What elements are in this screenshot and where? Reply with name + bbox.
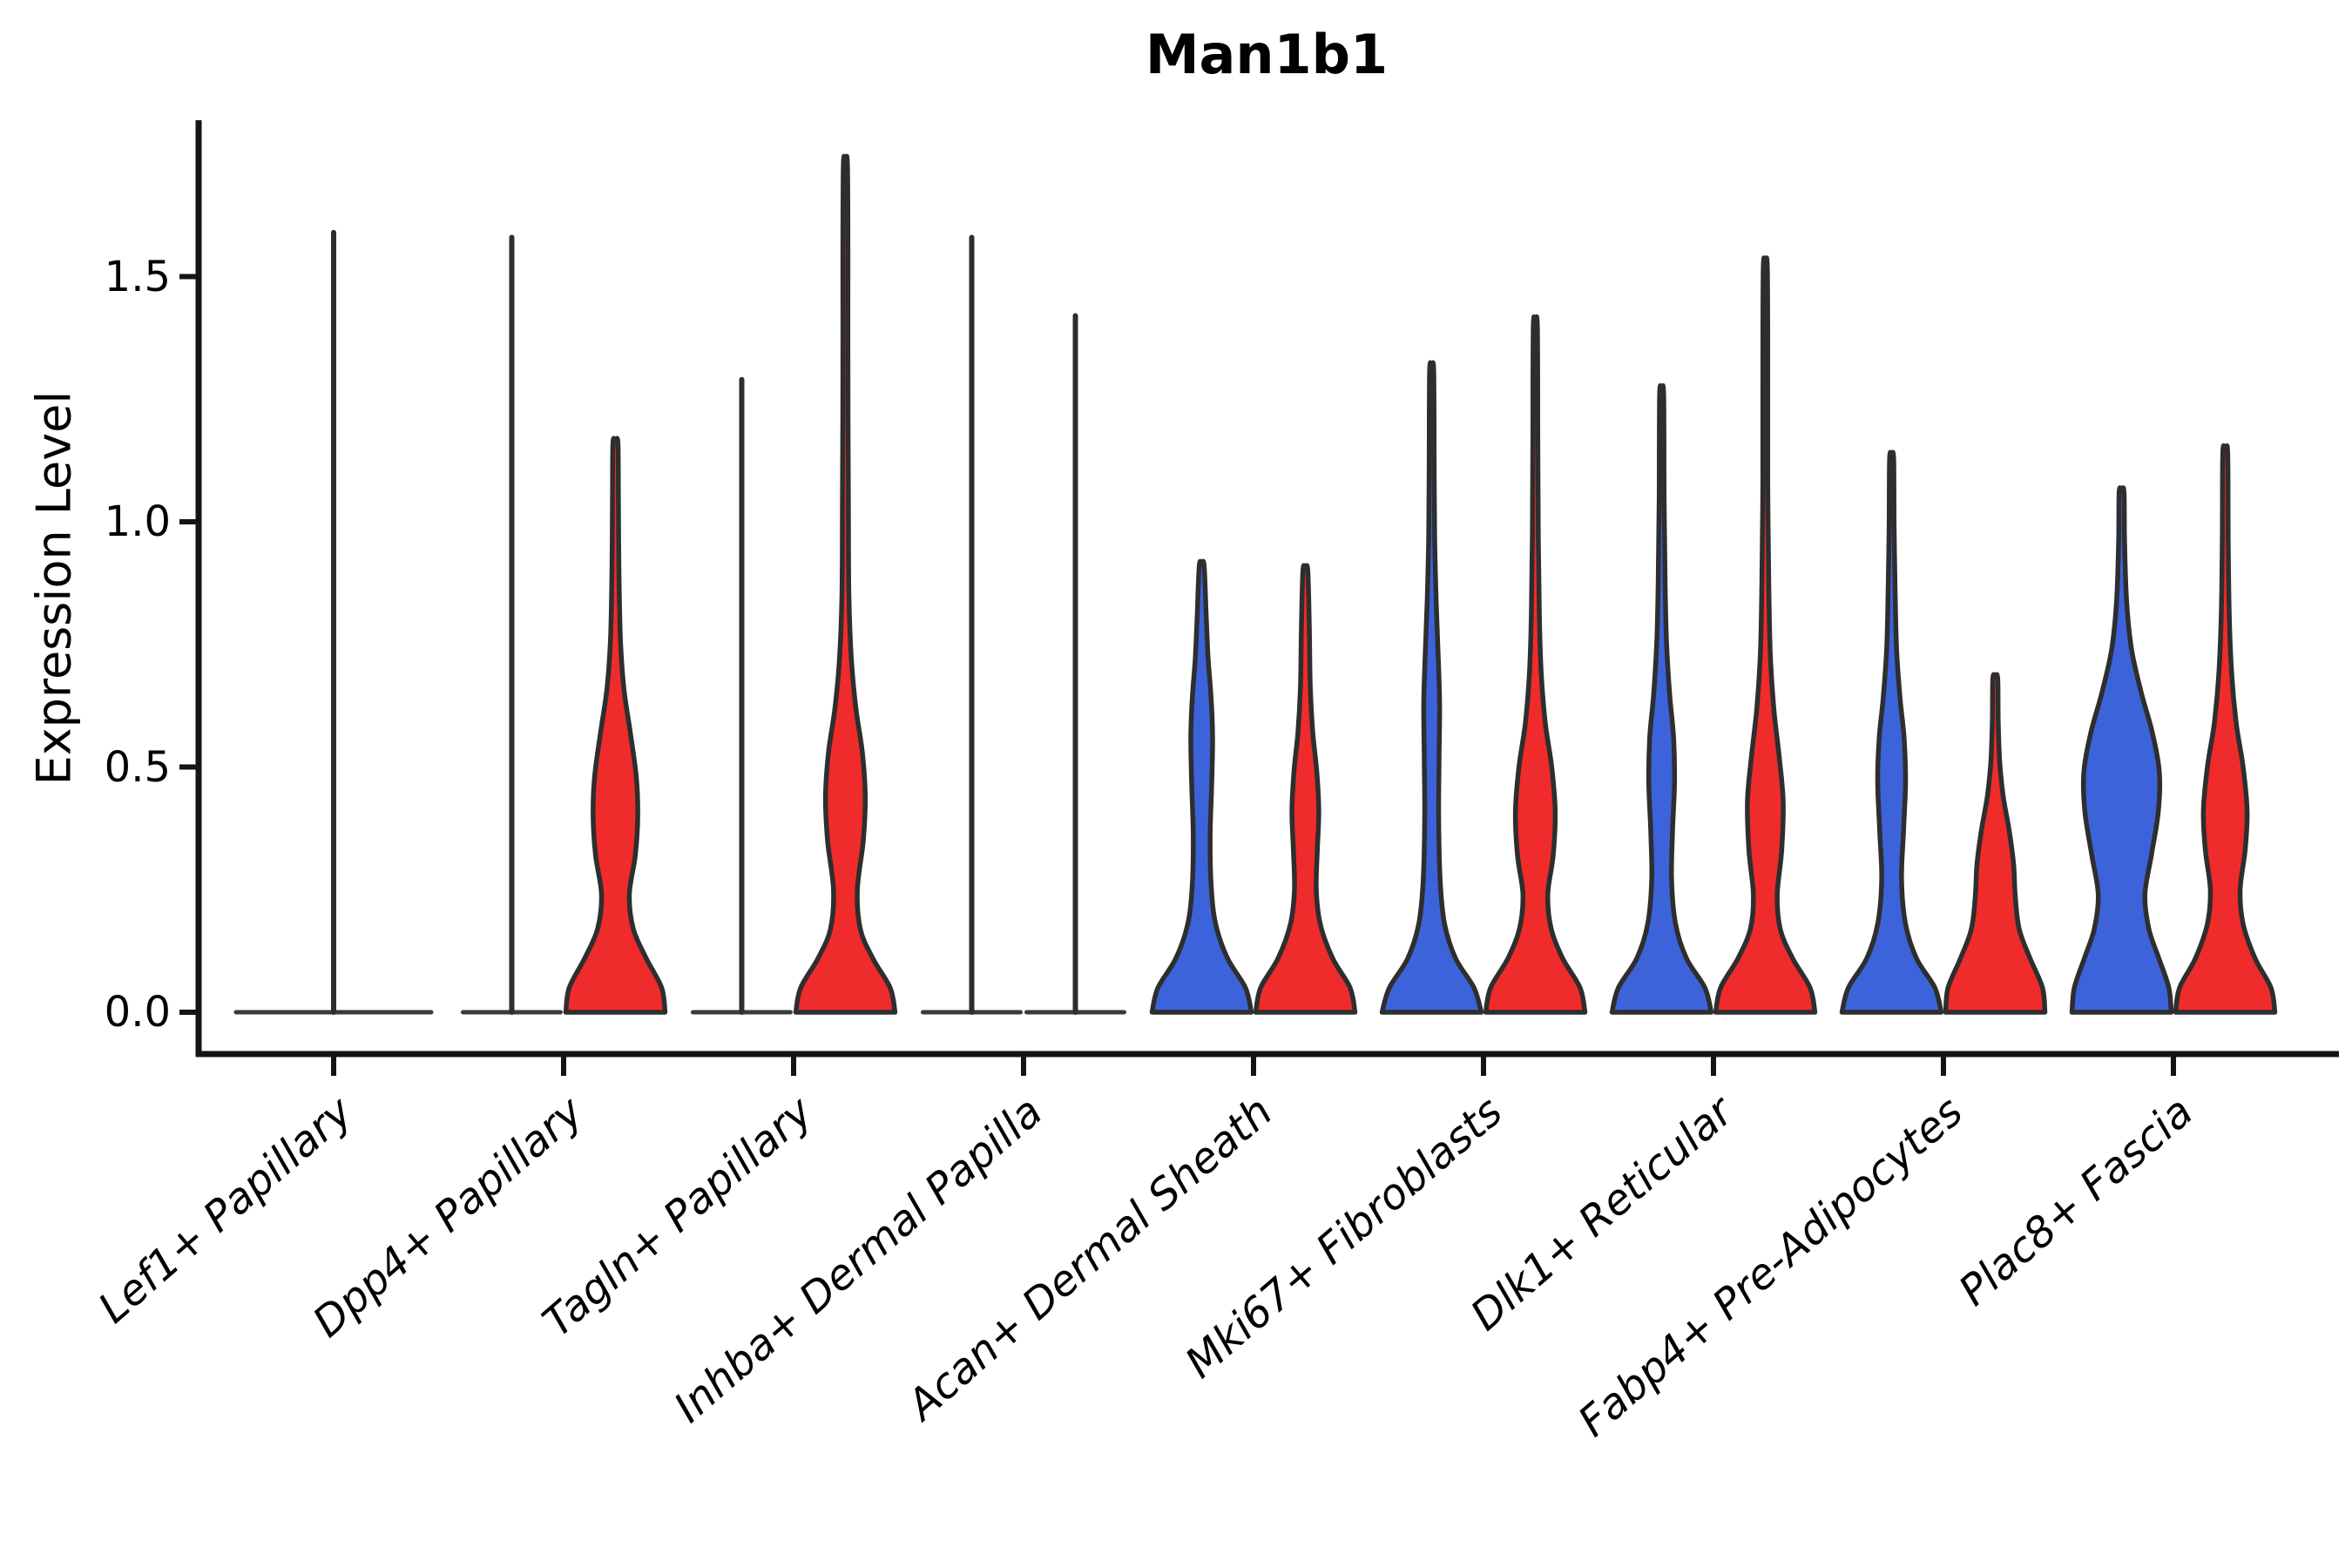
violin-red: [1943, 672, 2048, 1015]
violin-red: [2173, 443, 2278, 1015]
chart-title: Man1b1: [1145, 23, 1389, 86]
violin-red: [1713, 255, 1818, 1015]
violin-blue: [1379, 360, 1484, 1015]
violin-red: [793, 153, 898, 1015]
y-axis-label: Expression Level: [26, 390, 82, 786]
violin-red: [1483, 314, 1588, 1015]
y-tick-label: 0.5: [104, 742, 171, 792]
violin-blue: [1149, 558, 1254, 1015]
y-tick-label: 1.0: [104, 497, 171, 546]
y-tick-label: 0.0: [104, 988, 171, 1037]
violin-blue: [1839, 449, 1944, 1015]
violin-blue: [2069, 485, 2174, 1015]
violin-blue: [1609, 383, 1714, 1015]
violin-red: [563, 436, 668, 1015]
violin-red: [1253, 563, 1358, 1015]
y-tick-label: 1.5: [104, 252, 171, 301]
